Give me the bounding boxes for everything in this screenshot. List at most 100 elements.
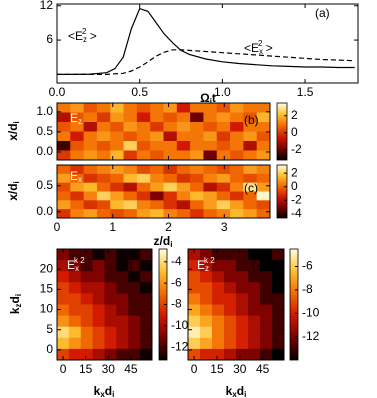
heatmap-cell — [216, 173, 231, 184]
heatmap-cell — [110, 209, 125, 219]
heatmap-cell — [163, 191, 178, 201]
heatmap-cell — [248, 249, 261, 261]
heatmap-cell — [260, 304, 273, 317]
heatmap-cell — [236, 260, 249, 272]
heatmap-cell — [123, 150, 138, 161]
panel-label: (b) — [244, 113, 259, 127]
heatmap-cell — [140, 293, 153, 305]
heatmap-cell — [176, 209, 191, 219]
heatmap-cell — [230, 191, 244, 201]
panel-label: (e) — [252, 259, 267, 273]
x-axis-label-part: z/d — [154, 234, 171, 248]
heatmap-cell — [243, 112, 258, 123]
heatmap-cell — [212, 293, 225, 305]
colorbar-tick-label: -2 — [291, 193, 302, 207]
heatmap-cell — [150, 182, 164, 192]
heatmap-cell — [190, 103, 204, 113]
heatmap-cell — [203, 209, 218, 219]
x-axis-label-part: k — [226, 384, 233, 398]
heatmap-cell — [110, 103, 125, 113]
heatmap-cell — [163, 173, 178, 184]
heatmap-cell — [243, 165, 258, 175]
heatmap-cell — [163, 182, 178, 192]
colorbar-tick-label: 0 — [291, 125, 298, 139]
heatmap-cell — [248, 282, 261, 294]
heatmap-cell — [256, 182, 271, 192]
x-tick-label: 30 — [102, 362, 116, 376]
colorbar-tick-label: -4 — [291, 206, 302, 220]
x-tick-label: 1.5 — [297, 85, 314, 99]
heatmap-cell — [116, 282, 129, 294]
heatmap-cell — [190, 209, 204, 219]
heatmap-cell — [243, 173, 258, 184]
heatmap-cell — [230, 141, 244, 151]
x-axis-label: z/di — [154, 234, 173, 249]
heatmap-cell — [57, 165, 71, 175]
heatmap-cell — [150, 112, 164, 123]
heatmap-cell — [236, 304, 249, 317]
heatmap-cell — [212, 315, 225, 328]
heatmap-cell — [57, 282, 70, 294]
heatmap-cell — [216, 209, 231, 219]
heatmap-cell — [224, 249, 237, 261]
heatmap-cell — [248, 293, 261, 305]
y-tick-label: 0 — [46, 342, 53, 356]
heatmap-cell — [200, 348, 213, 361]
heatmap-cell — [200, 337, 213, 350]
heatmap-cell — [212, 271, 225, 283]
x-tick-label: 0.0 — [49, 85, 66, 99]
heatmap-cell — [57, 271, 70, 283]
y-axis-label-part: z — [14, 303, 23, 307]
heatmap-cell — [140, 282, 153, 294]
heatmap-cell — [70, 141, 85, 151]
x-tick-label: 0 — [54, 220, 61, 234]
plot-frame — [187, 248, 285, 361]
heatmap-cell — [123, 103, 138, 113]
colorbar-tick-label: -8 — [302, 282, 313, 296]
heatmap-cell — [70, 122, 85, 132]
heatmap-cell — [136, 173, 151, 184]
heatmap-cell — [216, 182, 231, 192]
heatmap-cell — [57, 337, 70, 350]
heatmap-cell — [176, 112, 191, 123]
heatmap-cell — [57, 131, 71, 142]
heatmap-cell — [260, 326, 273, 339]
panel-label: (d) — [118, 259, 133, 273]
heatmap-cell — [123, 112, 138, 123]
heatmap-cell — [83, 209, 98, 219]
heatmap-cell — [96, 103, 111, 113]
colorbar-tick-label: 2 — [291, 165, 298, 179]
plot-frame — [56, 164, 271, 219]
x-axis-label-part: i — [244, 390, 246, 398]
heatmap-cell — [248, 326, 261, 339]
heatmap-cell — [248, 260, 261, 272]
heatmap-cell — [176, 141, 191, 151]
inner-label-part: E — [70, 169, 78, 183]
heatmap-cell — [92, 249, 105, 261]
heatmap-cell — [163, 165, 178, 175]
heatmap-cell — [216, 150, 231, 161]
heatmap-cell — [272, 315, 285, 328]
heatmap-cell — [96, 200, 111, 210]
heatmap-cell — [68, 271, 82, 283]
heatmap-cell — [272, 304, 285, 317]
heatmap-cell — [256, 165, 271, 175]
heatmap-cell — [190, 191, 204, 201]
heatmap-cell — [163, 122, 178, 132]
heatmap-cell — [230, 173, 244, 184]
x-tick-label: 1 — [109, 220, 116, 234]
heatmap-cell — [203, 165, 218, 175]
heatmap-cell — [110, 165, 125, 175]
heatmap-cell — [176, 191, 191, 201]
x-tick-label: 15 — [210, 362, 224, 376]
heatmap-cell — [104, 271, 117, 283]
heatmap-cell — [70, 150, 85, 161]
heatmap-cell — [83, 122, 98, 132]
heatmap-cell — [236, 315, 249, 328]
heatmap-cell — [243, 182, 258, 192]
heatmap-cell — [80, 293, 94, 305]
heatmap-cell — [83, 173, 98, 184]
heatmap-cell — [230, 150, 244, 161]
heatmap-cell — [123, 200, 138, 210]
heatmap-cell — [188, 282, 201, 294]
